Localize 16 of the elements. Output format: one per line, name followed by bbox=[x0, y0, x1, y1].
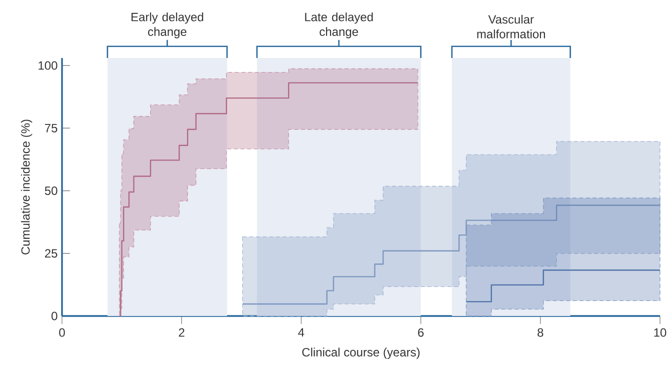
x-tick-label: 6 bbox=[418, 328, 424, 337]
y-axis-title: Cumulative incidence (%) bbox=[20, 120, 32, 254]
y-tick-label: 0 bbox=[52, 312, 58, 320]
band-label: Early delayed change bbox=[132, 12, 204, 38]
band-label: Vascular malformation bbox=[477, 14, 545, 38]
x-tick-label: 0 bbox=[59, 328, 65, 337]
x-tick-label: 8 bbox=[538, 328, 544, 337]
y-tick-label: 25 bbox=[45, 249, 58, 258]
y-tick-label: 75 bbox=[45, 124, 58, 132]
x-tick-label: 2 bbox=[178, 328, 184, 337]
y-tick-label: 50 bbox=[44, 186, 58, 196]
y-tick-label: 100 bbox=[38, 61, 58, 70]
x-axis-title: Clinical course (years) bbox=[302, 348, 420, 359]
x-tick-label: 10 bbox=[654, 328, 666, 337]
band-label: Late delayed change bbox=[305, 12, 373, 38]
x-tick-label: 4 bbox=[298, 328, 304, 337]
